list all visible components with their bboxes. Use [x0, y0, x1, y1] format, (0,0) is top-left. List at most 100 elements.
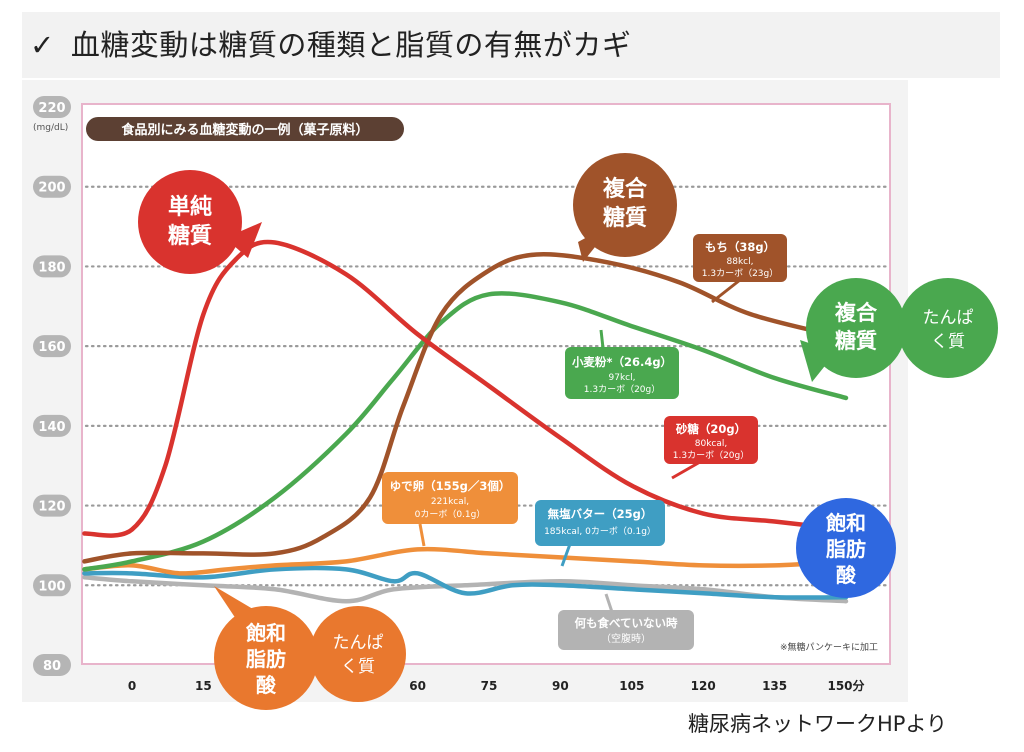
- x-tick-label: 15: [195, 679, 212, 693]
- y-tick-label: 220: [38, 101, 65, 116]
- label-detail: 88kcl,: [727, 257, 754, 267]
- y-tick-label: 100: [38, 579, 65, 594]
- series-lines: [82, 239, 849, 604]
- label-detail: 97kcl,: [609, 373, 636, 383]
- label-detail: （空腹時）: [601, 632, 651, 645]
- label-pointer: [711, 278, 741, 304]
- label-fasting: 何も食べていない時 （空腹時）: [558, 593, 694, 650]
- label-egg: ゆで卵（155g／3個） 221kcal, 0カーボ（0.1g）: [382, 472, 518, 547]
- bubble-line: 糖質: [835, 329, 877, 353]
- y-axis-unit: (mg/dL): [33, 123, 68, 133]
- check-icon: ✓: [30, 28, 55, 62]
- y-tick-badge: [33, 96, 71, 118]
- label-box: [535, 500, 665, 546]
- label-title: ゆで卵（155g／3個）: [390, 479, 511, 493]
- bubble-line: 複合: [603, 176, 648, 202]
- label-wheat: 小麦粉*（26.4g） 97kcl, 1.3カーボ（20g）: [565, 329, 679, 399]
- source-credit: 糖尿病ネットワークHPより: [688, 712, 948, 736]
- bubble-sat-fat-right: 飽和 脂肪 酸: [796, 498, 896, 598]
- label-box: [664, 416, 758, 464]
- label-pointer: [671, 460, 701, 480]
- bubble-circle: [796, 498, 896, 598]
- bubble-circle: [573, 153, 677, 257]
- bubble-circle: [806, 278, 906, 378]
- bubble-line: 単純: [168, 194, 212, 220]
- label-butter: 無塩バター（25g） 185kcal, 0カーボ（0.1g）: [535, 500, 665, 567]
- label-detail: 1.3カーボ（20g）: [673, 450, 749, 461]
- bubble-line: 酸: [836, 563, 857, 587]
- x-tick-label: 105: [619, 679, 644, 693]
- bubble-simple-sugar: 単純 糖質: [138, 170, 242, 274]
- bubble-line: 糖質: [168, 223, 212, 249]
- label-detail: 185kcal, 0カーボ（0.1g）: [544, 526, 656, 537]
- bubble-circle: [898, 278, 998, 378]
- x-tick-label: 120: [691, 679, 716, 693]
- series-line-無塩バター: [82, 565, 849, 600]
- series-line-ゆで卵: [82, 546, 849, 576]
- y-tick-badge: [33, 255, 71, 278]
- y-tick-badge: [33, 574, 71, 597]
- label-pointer: [599, 329, 605, 349]
- y-tick-badge: [33, 335, 71, 358]
- bubble-line: 脂肪: [826, 537, 866, 561]
- bubble-line: たんぱ: [333, 633, 384, 653]
- y-tick-badge: [33, 654, 71, 676]
- bubble-line: たんぱ: [923, 308, 974, 328]
- y-tick-badge: [33, 414, 71, 437]
- simple-sugar-tail: [225, 222, 262, 258]
- label-mochi: もち（38g） 88kcl, 1.3カーボ（23g）: [693, 234, 787, 304]
- label-title: 小麦粉*（26.4g）: [571, 355, 672, 369]
- series-line-何も食べていない時: [82, 575, 849, 604]
- label-detail: 221kcal,: [431, 497, 469, 507]
- bubble-line: 複合: [834, 301, 878, 325]
- series-line-砂糖: [82, 239, 849, 538]
- y-tick-badge: [33, 494, 71, 517]
- headline-band: [22, 12, 1000, 78]
- x-tick-label: 135: [762, 679, 787, 693]
- bubble-line: 脂肪: [246, 647, 286, 671]
- y-tick-label: 140: [38, 420, 65, 435]
- bubble-sat-fat-bottom: 飽和 脂肪 酸: [214, 606, 318, 710]
- bubble-line: く質: [341, 657, 375, 677]
- chart-title-badge: 食品別にみる血糖変動の一例（菓子原料）: [86, 117, 404, 141]
- bubble-line: 飽和: [246, 621, 286, 645]
- label-detail: 80kcal,: [695, 439, 728, 449]
- y-tick-label: 80: [43, 659, 61, 674]
- label-box: [558, 610, 694, 650]
- bubble-line: 飽和: [826, 511, 866, 535]
- x-tick-label: 90: [552, 679, 569, 693]
- label-title: もち（38g）: [705, 240, 775, 254]
- bubble-complex-sugar-top: 複合 糖質: [573, 153, 677, 257]
- x-tick-label: 60: [409, 679, 426, 693]
- chart-title: 食品別にみる血糖変動の一例（菓子原料）: [121, 122, 368, 138]
- label-detail: 1.3カーボ（23g）: [702, 268, 778, 279]
- label-title: 何も食べていない時: [574, 616, 678, 630]
- y-tick-label: 180: [38, 260, 65, 275]
- page-title: ✓ 血糖変動は糖質の種類と脂質の有無がカギ: [30, 22, 631, 64]
- label-title: 砂糖（20g）: [676, 422, 746, 436]
- label-sugar: 砂糖（20g） 80kcal, 1.3カーボ（20g）: [664, 416, 758, 480]
- bubble-line: く質: [931, 332, 965, 352]
- chart-title-pill: [86, 117, 404, 141]
- bubble-line: 糖質: [603, 205, 647, 231]
- x-tick-label: 0: [128, 679, 136, 693]
- label-detail: 1.3カーボ（20g）: [584, 384, 660, 395]
- label-pointer: [418, 523, 426, 547]
- page-title-text: 血糖変動は糖質の種類と脂質の有無がカギ: [70, 28, 632, 62]
- series-line-もち: [82, 251, 849, 564]
- label-box: [382, 472, 518, 524]
- label-detail: 0カーボ（0.1g）: [415, 509, 486, 520]
- bubble-protein-right: たんぱ く質: [898, 278, 998, 378]
- label-title: 無塩バター（25g）: [548, 507, 653, 521]
- label-pointer: [604, 593, 614, 613]
- x-tick-label: 150分: [827, 678, 864, 693]
- bubble-circle: [138, 170, 242, 274]
- bubble-circle: [214, 606, 318, 710]
- y-axis: 80 100 120 140 160 180 200 220: [33, 96, 71, 676]
- label-box: [565, 347, 679, 399]
- series-line-小麦粉: [82, 291, 849, 572]
- bubble-protein-bottom: たんぱ く質: [310, 606, 406, 702]
- bubble-circle: [310, 606, 406, 702]
- chart-note: ※無糖パンケーキに加工: [780, 641, 878, 653]
